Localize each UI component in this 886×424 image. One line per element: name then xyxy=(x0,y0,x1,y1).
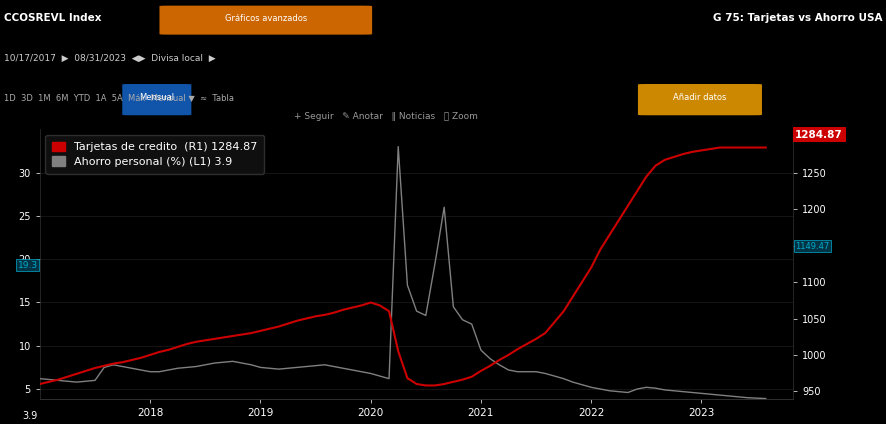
Text: Añadir datos: Añadir datos xyxy=(673,93,727,102)
Text: CCOSREVL Index: CCOSREVL Index xyxy=(4,13,101,23)
Text: 1284.87: 1284.87 xyxy=(796,130,843,140)
Text: G 75: Tarjetas vs Ahorro USA: G 75: Tarjetas vs Ahorro USA xyxy=(713,13,882,23)
Text: + Seguir   ✎ Anotar   ‖ Noticias   🔍 Zoom: + Seguir ✎ Anotar ‖ Noticias 🔍 Zoom xyxy=(294,112,478,121)
Text: 1D  3D  1M  6M  YTD  1A  5A  Máx  Mensual ▼  ≈  Tabla: 1D 3D 1M 6M YTD 1A 5A Máx Mensual ▼ ≈ Ta… xyxy=(4,93,234,102)
Text: Gráficos avanzados: Gráficos avanzados xyxy=(225,14,307,22)
Text: 3.9: 3.9 xyxy=(22,411,37,421)
Text: 10/17/2017  ▶  08/31/2023  ◀▶  Divisa local  ▶: 10/17/2017 ▶ 08/31/2023 ◀▶ Divisa local … xyxy=(4,54,215,63)
Text: 19.3: 19.3 xyxy=(18,261,37,270)
FancyBboxPatch shape xyxy=(638,84,762,115)
Text: 1149.47: 1149.47 xyxy=(796,242,829,251)
FancyBboxPatch shape xyxy=(122,84,191,115)
FancyBboxPatch shape xyxy=(159,6,372,35)
Text: Mensual: Mensual xyxy=(139,93,175,102)
Legend: Tarjetas de credito  (R1) 1284.87, Ahorro personal (%) (L1) 3.9: Tarjetas de credito (R1) 1284.87, Ahorro… xyxy=(45,135,264,173)
